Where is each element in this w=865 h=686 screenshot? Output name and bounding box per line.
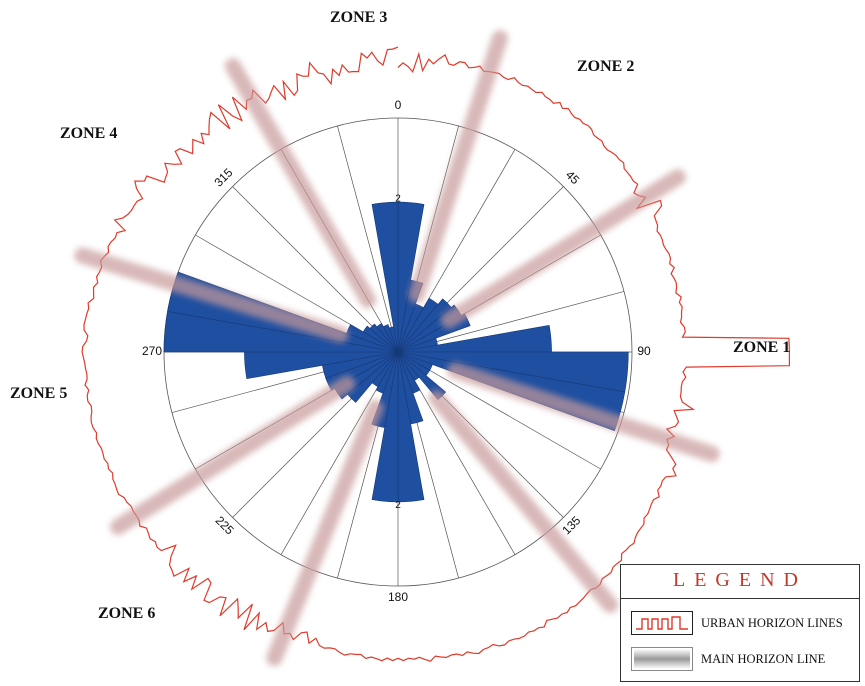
zone-label-4: ZONE 4 [60,125,118,142]
sector-32 [376,323,399,353]
angular-tick-45: 45 [563,168,583,188]
zone-label-2: ZONE 2 [577,58,635,75]
sector-30 [362,325,399,353]
legend-item-urban-horizon: URBAN HORIZON LINES [631,609,855,637]
sector-33 [382,324,399,353]
legend-label-main-horizon: MAIN HORIZON LINE [701,651,826,666]
main-horizon-direction-6 [74,247,349,343]
grid-spoke-315 [232,186,399,353]
sector-31 [369,323,399,353]
main-horizon-direction-1 [440,169,686,329]
urban-horizon-layer [81,46,790,662]
main-horizon-direction-5 [110,375,356,535]
urban-horizon-line [81,46,790,662]
angular-tick-0: 0 [395,98,402,112]
zone-label-5: ZONE 5 [10,385,68,402]
radial-tick-1: 2 [395,500,401,511]
main-horizon-direction-7 [225,58,376,309]
main-horizon-direction-2 [447,362,720,462]
legend-divider [621,598,859,599]
zone-label-3: ZONE 3 [330,9,388,26]
radial-tick-0: 2 [395,193,401,204]
sector-35 [371,201,399,353]
zone-label-1: ZONE 1 [733,339,791,356]
angular-tick-90: 90 [637,344,651,358]
legend-item-main-horizon: MAIN HORIZON LINE [631,645,855,673]
angular-tick-180: 180 [388,590,408,604]
legend-title: LEGEND [673,569,807,591]
legend: LEGEND URBAN HORIZON LINES MAIN HORIZON … [620,564,860,682]
angular-tick-315: 315 [211,165,235,189]
main-horizon-layer [74,30,720,666]
grid-spoke-345 [337,125,399,353]
main-horizon-direction-0 [408,30,508,303]
angular-tick-270: 270 [142,344,162,358]
main-horizon-direction-4 [266,399,384,666]
urban-horizon-line-icon [631,611,693,635]
grid-spoke-120 [397,351,601,470]
zone-label-6: ZONE 6 [98,605,156,622]
main-horizon-direction-3 [428,389,619,613]
main-horizon-line-icon [631,647,693,671]
sector-20 [375,351,399,394]
legend-label-urban-horizon: URBAN HORIZON LINES [701,615,843,630]
